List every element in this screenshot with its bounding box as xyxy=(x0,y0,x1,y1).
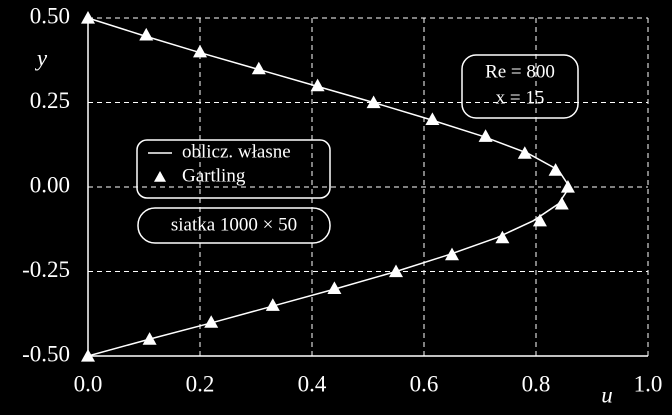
data-point xyxy=(193,44,207,58)
data-point xyxy=(445,247,459,261)
data-point xyxy=(81,349,95,362)
data-point xyxy=(327,281,342,294)
data-point xyxy=(532,213,547,227)
y-tick-label: 0.00 xyxy=(30,172,70,197)
data-point xyxy=(366,95,381,109)
data-point xyxy=(142,332,157,345)
data-point xyxy=(560,180,575,193)
data-point xyxy=(389,264,403,278)
y-tick-label: 0.50 xyxy=(30,3,70,28)
data-point xyxy=(204,315,219,328)
legend xyxy=(136,139,331,199)
data-point xyxy=(478,129,493,142)
x-tick-label: 0.0 xyxy=(74,371,103,396)
data-point xyxy=(554,196,569,210)
y-tick-label: -0.25 xyxy=(22,257,70,282)
x-tick-label: 1.0 xyxy=(634,371,663,396)
annotation: x = 15 xyxy=(496,87,545,108)
data-point xyxy=(251,61,266,75)
annotation: Re = 800 xyxy=(485,61,555,82)
x-axis-label: u xyxy=(601,382,613,407)
data-point xyxy=(310,78,325,92)
x-tick-label: 0.8 xyxy=(522,371,551,396)
legend-label: Gartling xyxy=(182,165,246,186)
x-tick-label: 0.2 xyxy=(186,371,215,396)
annotation-box xyxy=(137,207,331,244)
data-point xyxy=(425,112,440,125)
x-tick-label: 0.4 xyxy=(298,371,327,396)
legend-label: oblicz. własne xyxy=(182,141,291,162)
data-point xyxy=(495,230,510,244)
annotation: siatka 1000 × 50 xyxy=(171,214,297,235)
data-point xyxy=(517,146,532,159)
y-tick-label: 0.25 xyxy=(30,88,70,113)
y-tick-label: -0.50 xyxy=(22,341,70,366)
data-point xyxy=(139,27,154,41)
legend-marker xyxy=(154,171,166,182)
data-point xyxy=(81,11,95,24)
y-axis-label: y xyxy=(35,45,48,70)
data-point xyxy=(548,163,563,176)
data-point xyxy=(265,298,280,311)
x-tick-label: 0.6 xyxy=(410,371,439,396)
